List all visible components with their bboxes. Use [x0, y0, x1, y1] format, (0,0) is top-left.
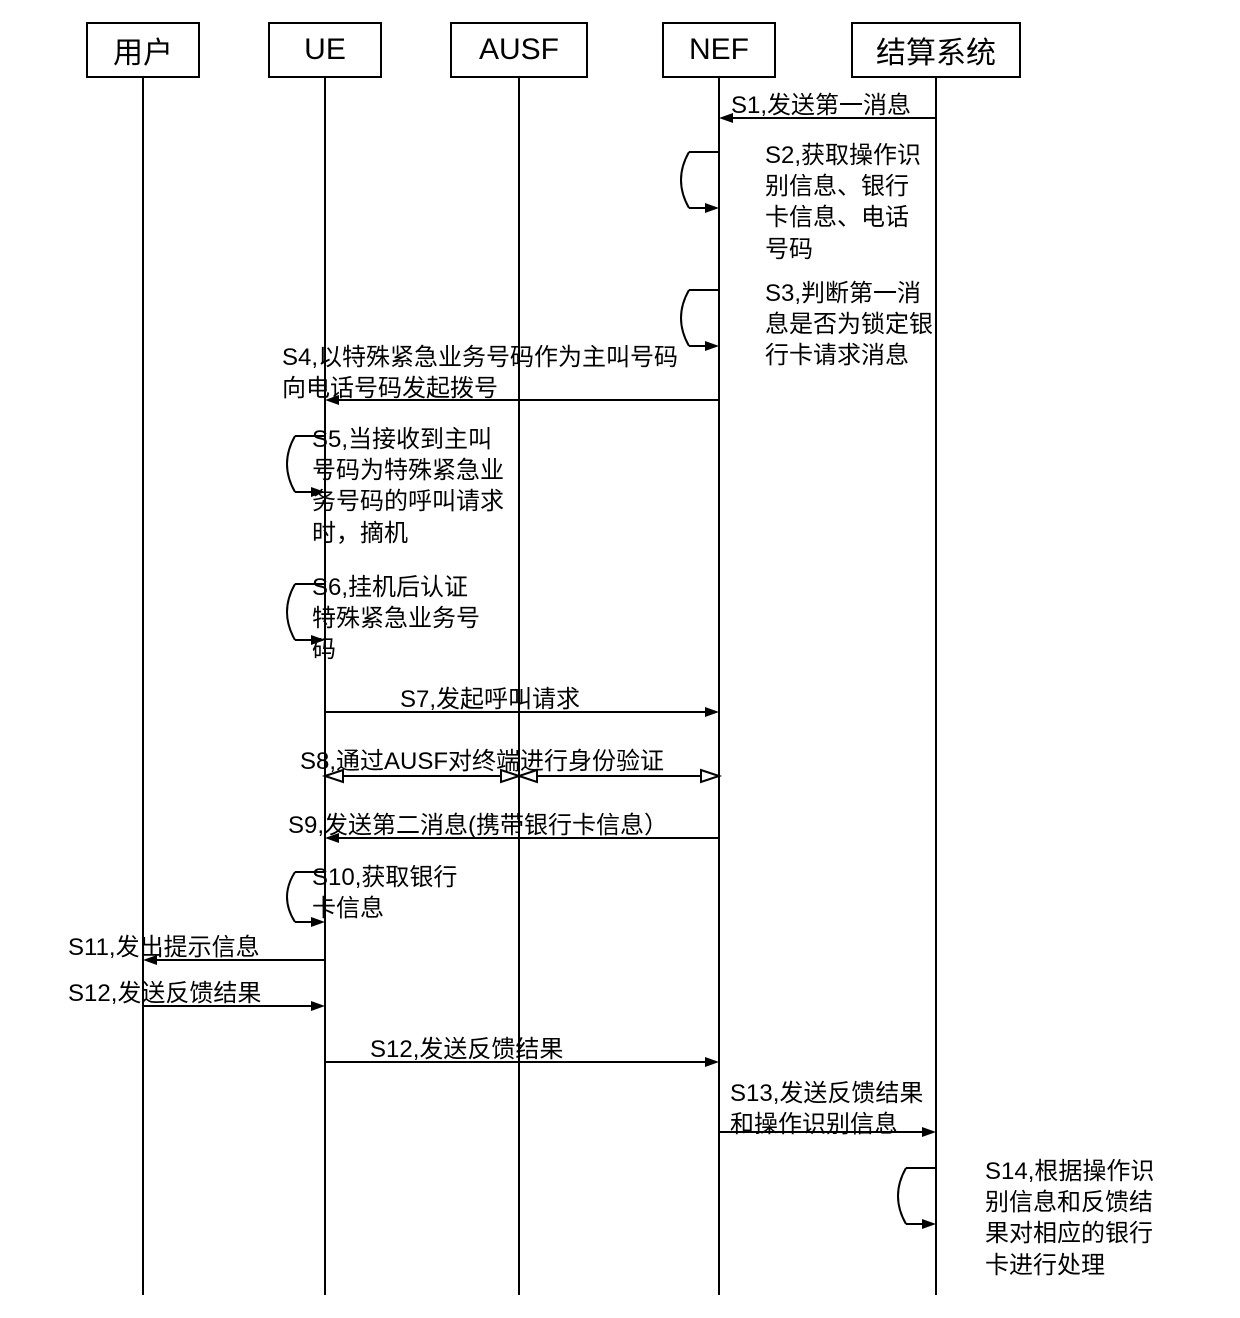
- msg-s5-label: S5,当接收到主叫号码为特殊紧急业务号码的呼叫请求时，摘机: [312, 424, 512, 549]
- participant-nef: NEF: [662, 22, 776, 78]
- lifeline-nef: [718, 78, 720, 1295]
- msg-s14-label: S14,根据操作识别信息和反馈结果对相应的银行卡进行处理: [985, 1156, 1165, 1281]
- lifeline-user: [142, 78, 144, 1295]
- msg-s2-label: S2,获取操作识别信息、银行卡信息、电话号码: [765, 140, 925, 265]
- msg-s8-label: S8,通过AUSF对终端进行身份验证: [300, 746, 664, 777]
- participant-ue: UE: [268, 22, 382, 78]
- participant-settle-label: 结算系统: [876, 28, 996, 72]
- lifeline-ue: [324, 78, 326, 1295]
- msg-s10-label: S10,获取银行卡信息: [312, 862, 472, 924]
- msg-s12b-label: S12,发送反馈结果: [370, 1034, 563, 1065]
- msg-s6-label: S6,挂机后认证特殊紧急业务号码: [312, 572, 482, 666]
- participant-ausf-label: AUSF: [479, 33, 559, 67]
- participant-user-label: 用户: [113, 28, 173, 72]
- arrows-overlay: [0, 0, 1240, 1318]
- participant-ue-label: UE: [304, 33, 346, 67]
- msg-s11-label: S11,发出提示信息: [68, 932, 260, 963]
- msg-s4-label: S4,以特殊紧急业务号码作为主叫号码向电话号码发起拨号: [282, 342, 702, 404]
- msg-s12a-label: S12,发送反馈结果: [68, 978, 261, 1009]
- msg-s9-label: S9,发送第二消息(携带银行卡信息）: [288, 810, 668, 841]
- msg-s1-label: S1,发送第一消息: [731, 90, 911, 121]
- participant-ausf: AUSF: [450, 22, 588, 78]
- msg-s13-label: S13,发送反馈结果和操作识别信息: [730, 1078, 940, 1140]
- msg-s3-label: S3,判断第一消息是否为锁定银行卡请求消息: [765, 278, 935, 372]
- participant-user: 用户: [86, 22, 200, 78]
- msg-s7-label: S7,发起呼叫请求: [400, 684, 580, 715]
- participant-settle: 结算系统: [851, 22, 1021, 78]
- participant-nef-label: NEF: [689, 33, 749, 67]
